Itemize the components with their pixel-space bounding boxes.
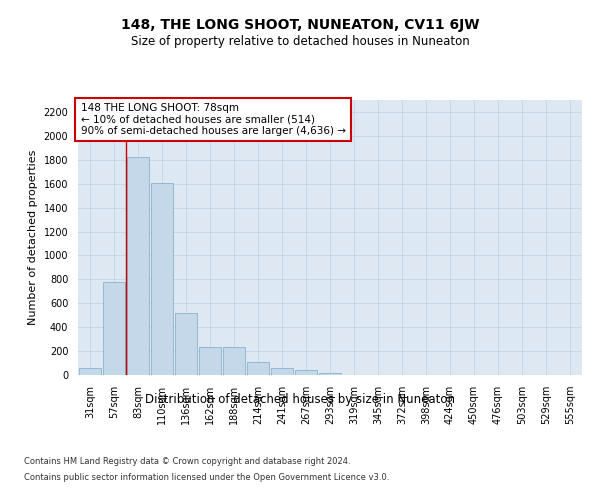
Bar bbox=[319, 372, 341, 375]
Bar bbox=[103, 282, 125, 375]
Text: Contains HM Land Registry data © Crown copyright and database right 2024.: Contains HM Land Registry data © Crown c… bbox=[24, 458, 350, 466]
Bar bbox=[199, 347, 221, 375]
Bar bbox=[127, 158, 149, 375]
Bar bbox=[247, 362, 269, 375]
Bar bbox=[79, 368, 101, 375]
Y-axis label: Number of detached properties: Number of detached properties bbox=[28, 150, 38, 325]
Bar bbox=[175, 313, 197, 375]
Bar bbox=[271, 368, 293, 375]
Text: Size of property relative to detached houses in Nuneaton: Size of property relative to detached ho… bbox=[131, 35, 469, 48]
Text: 148, THE LONG SHOOT, NUNEATON, CV11 6JW: 148, THE LONG SHOOT, NUNEATON, CV11 6JW bbox=[121, 18, 479, 32]
Text: 148 THE LONG SHOOT: 78sqm
← 10% of detached houses are smaller (514)
90% of semi: 148 THE LONG SHOOT: 78sqm ← 10% of detac… bbox=[80, 103, 346, 136]
Text: Distribution of detached houses by size in Nuneaton: Distribution of detached houses by size … bbox=[145, 392, 455, 406]
Bar bbox=[151, 182, 173, 375]
Bar bbox=[295, 370, 317, 375]
Text: Contains public sector information licensed under the Open Government Licence v3: Contains public sector information licen… bbox=[24, 472, 389, 482]
Bar bbox=[223, 347, 245, 375]
